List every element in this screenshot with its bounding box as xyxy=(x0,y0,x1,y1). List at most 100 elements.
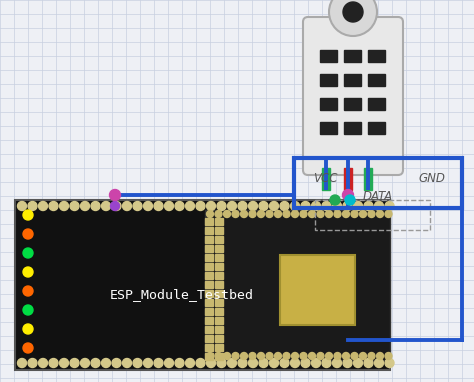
Circle shape xyxy=(309,353,316,359)
Circle shape xyxy=(49,201,58,210)
Circle shape xyxy=(249,210,256,217)
Circle shape xyxy=(144,358,153,367)
Bar xyxy=(205,344,213,351)
Circle shape xyxy=(368,353,375,359)
Text: GND: GND xyxy=(419,172,446,185)
Bar xyxy=(344,122,361,134)
Circle shape xyxy=(270,358,279,367)
Bar xyxy=(205,263,213,270)
Bar xyxy=(344,50,361,62)
Circle shape xyxy=(164,358,173,367)
Circle shape xyxy=(385,358,394,367)
Circle shape xyxy=(91,358,100,367)
Circle shape xyxy=(112,201,121,210)
Bar xyxy=(364,168,372,190)
Bar xyxy=(215,227,223,234)
Circle shape xyxy=(292,210,299,217)
Circle shape xyxy=(38,201,47,210)
Circle shape xyxy=(259,358,268,367)
Bar xyxy=(315,200,430,230)
Circle shape xyxy=(224,353,230,359)
Bar xyxy=(215,290,223,297)
Circle shape xyxy=(217,358,226,367)
Bar xyxy=(215,299,223,306)
Circle shape xyxy=(196,201,205,210)
Circle shape xyxy=(376,353,383,359)
Circle shape xyxy=(385,201,394,210)
Circle shape xyxy=(317,210,324,217)
Circle shape xyxy=(343,2,363,22)
Circle shape xyxy=(224,210,230,217)
Bar xyxy=(344,168,352,190)
Circle shape xyxy=(343,210,349,217)
Circle shape xyxy=(368,210,375,217)
Circle shape xyxy=(60,358,69,367)
Circle shape xyxy=(259,201,268,210)
Text: DATA: DATA xyxy=(363,189,393,202)
Circle shape xyxy=(329,0,377,36)
Circle shape xyxy=(311,201,320,210)
Circle shape xyxy=(240,353,247,359)
Bar xyxy=(368,50,385,62)
Circle shape xyxy=(274,210,282,217)
Circle shape xyxy=(311,358,320,367)
Circle shape xyxy=(332,358,341,367)
Circle shape xyxy=(326,210,332,217)
Circle shape xyxy=(207,353,213,359)
Bar xyxy=(205,210,390,360)
Bar xyxy=(215,218,223,225)
Bar xyxy=(344,74,361,86)
Bar xyxy=(215,353,223,360)
Circle shape xyxy=(283,210,290,217)
Circle shape xyxy=(60,201,69,210)
Circle shape xyxy=(185,201,194,210)
Circle shape xyxy=(144,201,153,210)
Circle shape xyxy=(257,353,264,359)
Bar xyxy=(205,299,213,306)
Circle shape xyxy=(326,353,332,359)
Circle shape xyxy=(196,358,205,367)
Bar xyxy=(205,254,213,261)
Circle shape xyxy=(133,201,142,210)
Circle shape xyxy=(280,358,289,367)
Bar xyxy=(205,317,213,324)
Circle shape xyxy=(81,358,90,367)
Bar xyxy=(215,263,223,270)
Circle shape xyxy=(122,358,131,367)
Circle shape xyxy=(18,201,27,210)
Bar xyxy=(205,308,213,315)
Circle shape xyxy=(112,358,121,367)
Circle shape xyxy=(175,201,184,210)
Circle shape xyxy=(343,353,349,359)
Text: VCC: VCC xyxy=(313,172,337,185)
Circle shape xyxy=(217,201,226,210)
Bar xyxy=(320,98,337,110)
Circle shape xyxy=(364,358,373,367)
Circle shape xyxy=(300,353,307,359)
Bar xyxy=(205,218,213,225)
Bar xyxy=(294,158,462,208)
Bar xyxy=(368,98,385,110)
Circle shape xyxy=(374,358,383,367)
Circle shape xyxy=(110,201,119,210)
Bar xyxy=(215,281,223,288)
Circle shape xyxy=(207,358,216,367)
Bar xyxy=(215,335,223,342)
Bar xyxy=(215,272,223,279)
Circle shape xyxy=(322,358,331,367)
Bar xyxy=(215,245,223,252)
Bar xyxy=(205,272,213,279)
FancyBboxPatch shape xyxy=(303,17,403,175)
Bar xyxy=(205,281,213,288)
Bar xyxy=(368,122,385,134)
Circle shape xyxy=(345,195,355,205)
Circle shape xyxy=(232,210,239,217)
Circle shape xyxy=(248,358,257,367)
Circle shape xyxy=(266,353,273,359)
Circle shape xyxy=(376,210,383,217)
Circle shape xyxy=(359,353,366,359)
Circle shape xyxy=(266,210,273,217)
Circle shape xyxy=(334,210,341,217)
Circle shape xyxy=(283,353,290,359)
Circle shape xyxy=(238,201,247,210)
